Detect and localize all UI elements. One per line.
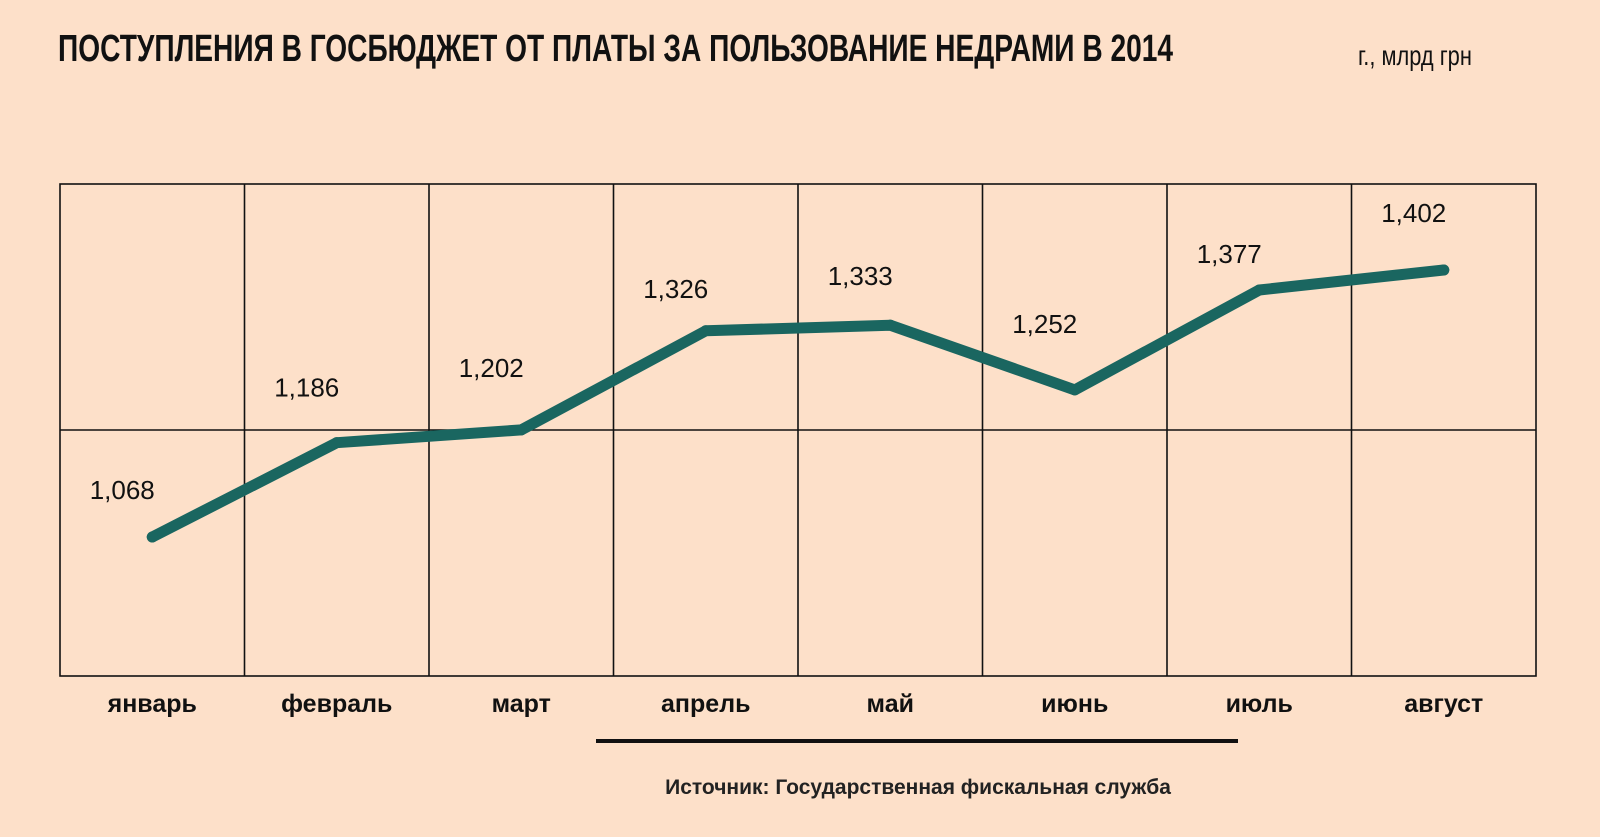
- x-tick-label: апрель: [661, 690, 750, 718]
- data-point: [515, 424, 527, 436]
- data-point: [1438, 264, 1450, 276]
- data-point: [884, 319, 896, 331]
- data-label: 1,202: [459, 353, 524, 383]
- source-note: Источник: Государственная фискальная слу…: [665, 776, 1171, 799]
- x-tick-label: май: [867, 690, 914, 718]
- chart-title-main: ПОСТУПЛЕНИЯ В ГОСБЮДЖЕТ ОТ ПЛАТЫ ЗА ПОЛЬ…: [58, 28, 1174, 70]
- data-labels: 1,068 1,186 1,202 1,326 1,333 1,252 1,377 1,402: [90, 198, 1447, 505]
- data-label: 1,252: [1012, 309, 1077, 339]
- data-label: 1,333: [828, 261, 893, 291]
- chart-title: ПОСТУПЛЕНИЯ В ГОСБЮДЖЕТ ОТ ПЛАТЫ ЗА ПОЛЬ…: [58, 28, 1565, 71]
- source-divider: [596, 739, 1238, 743]
- data-label: 1,326: [643, 274, 708, 304]
- data-point: [700, 325, 712, 337]
- x-tick-label: март: [492, 690, 551, 718]
- data-point: [146, 531, 158, 543]
- chart-grid: [59, 183, 1537, 677]
- x-tick-label: август: [1404, 690, 1483, 718]
- x-tick-label: июль: [1226, 690, 1293, 718]
- data-point: [1253, 284, 1265, 296]
- series-line-layer: [146, 264, 1450, 543]
- x-axis-labels: январь февраль март апрель май июнь июль август: [107, 690, 1484, 718]
- data-point: [1069, 384, 1081, 396]
- x-tick-label: июнь: [1041, 690, 1108, 718]
- data-label: 1,402: [1381, 198, 1446, 228]
- data-label: 1,377: [1197, 239, 1262, 269]
- data-point: [331, 437, 343, 449]
- data-label: 1,186: [274, 373, 339, 403]
- x-tick-label: январь: [107, 690, 197, 718]
- chart-title-unit: г., млрд грн: [1358, 40, 1472, 71]
- data-label: 1,068: [90, 475, 155, 505]
- series-line: [146, 264, 1450, 543]
- x-tick-label: февраль: [281, 690, 392, 718]
